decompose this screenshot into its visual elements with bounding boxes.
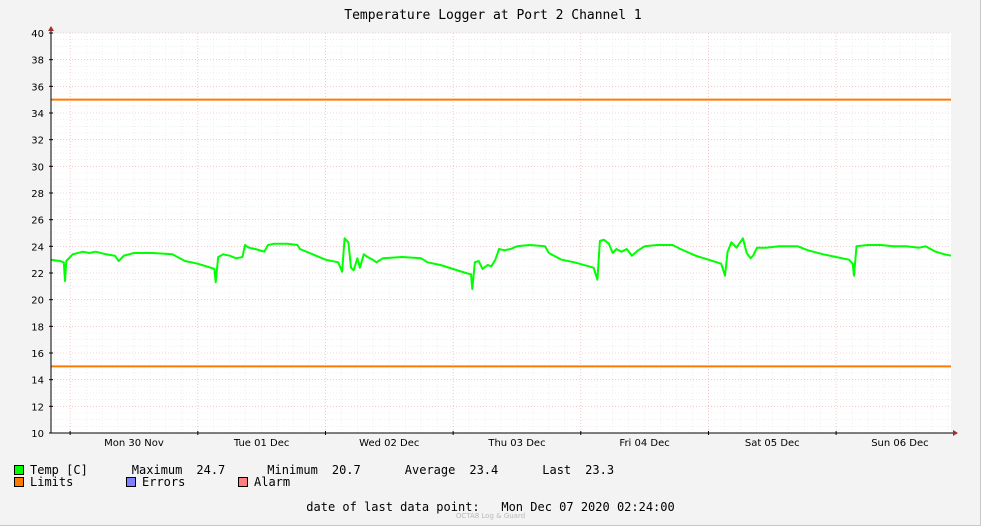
last-point-label: date of last data point: — [306, 500, 480, 514]
axes — [48, 26, 958, 436]
x-tick-label: Mon 30 Nov — [104, 438, 164, 449]
legend-errors: Errors — [126, 476, 238, 488]
legend-errors-label: Errors — [142, 475, 186, 489]
x-tick-label: Tue 01 Dec — [233, 438, 290, 449]
legend-limits: Limits — [14, 476, 126, 488]
last-data-point: date of last data point: Mon Dec 07 2020… — [0, 500, 981, 514]
y-tick-label: 38 — [31, 56, 44, 67]
stat-minimum-value: 20.7 — [331, 463, 361, 477]
x-tick-label: Thu 03 Dec — [487, 438, 545, 449]
errors-swatch — [126, 477, 136, 487]
stat-maximum-value: 24.7 — [196, 463, 226, 477]
stat-last-value: 23.3 — [585, 463, 615, 477]
y-tick-label: 32 — [31, 136, 44, 147]
legend-row-2: Limits Errors Alarm — [14, 476, 290, 488]
stat-last-label: Last — [542, 463, 572, 477]
y-tick-label: 24 — [31, 242, 44, 253]
y-axis-arrow — [48, 26, 54, 31]
y-tick-label: 36 — [31, 82, 44, 93]
legend-temp: Temp [C] — [14, 464, 88, 476]
y-tick-label: 22 — [31, 269, 44, 280]
x-tick-label: Sat 05 Dec — [745, 438, 800, 449]
y-tick-label: 28 — [31, 189, 44, 200]
series-line-temp — [50, 237, 952, 290]
x-tick-label: Fri 04 Dec — [619, 438, 669, 449]
y-tick-label: 18 — [31, 322, 44, 333]
stat-average-label: Average — [404, 463, 456, 477]
x-axis-arrow — [953, 430, 958, 436]
grid — [51, 32, 951, 434]
y-tick-label: 16 — [31, 349, 44, 360]
y-tick-label: 40 — [31, 29, 44, 40]
chart-title: Temperature Logger at Port 2 Channel 1 — [344, 8, 641, 23]
y-tick-label: 20 — [31, 296, 44, 307]
y-tick-label: 26 — [31, 216, 44, 227]
last-point-value: Mon Dec 07 2020 02:24:00 — [501, 500, 675, 514]
limits-swatch — [14, 477, 24, 487]
limit-lines — [51, 98, 951, 368]
y-tick-label: 12 — [31, 402, 44, 413]
y-tick-label: 34 — [31, 109, 44, 120]
x-tick-label: Sun 06 Dec — [871, 438, 928, 449]
tick-labels: 10 12 14 16 18 20 22 24 26 28 30 32 34 36 38 40 Mon 30 N… — [31, 29, 928, 449]
stat-minimum-label: Minimum — [267, 463, 318, 477]
legend-temp-label: Temp [C] — [30, 463, 88, 477]
x-tick-label: Wed 02 Dec — [359, 438, 419, 449]
legend-row-1: Temp [C] Maximum 24.7 Minimum 20.7 Average 23… — [14, 464, 614, 476]
stat-maximum-label: Maximum — [131, 463, 183, 477]
y-tick-label: 30 — [31, 162, 44, 173]
watermark: OCTA8 Log & Guard — [455, 512, 526, 520]
legend-alarm-label: Alarm — [254, 475, 291, 489]
legend-alarm: Alarm — [238, 476, 290, 488]
temp-swatch — [14, 465, 24, 475]
stat-average-value: 23.4 — [469, 463, 499, 477]
alarm-swatch — [238, 477, 248, 487]
legend-limits-label: Limits — [30, 475, 74, 489]
y-tick-label: 10 — [31, 429, 44, 440]
y-tick-label: 14 — [31, 376, 44, 387]
series-layer — [50, 237, 952, 290]
